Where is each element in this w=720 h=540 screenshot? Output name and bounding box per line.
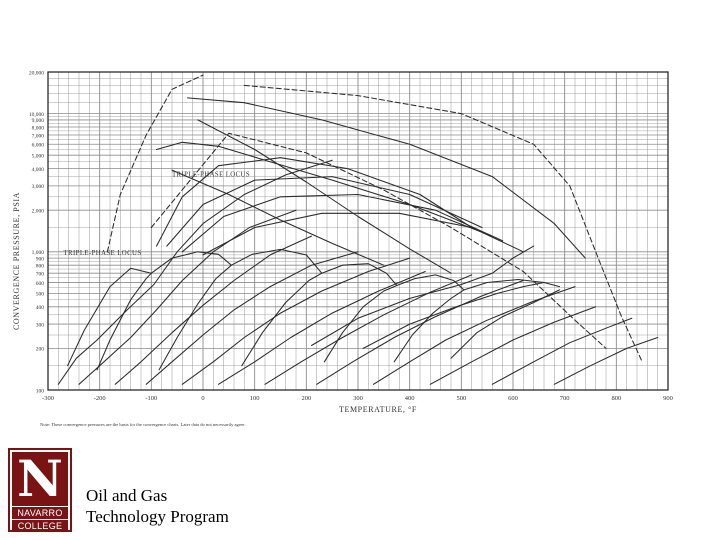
convergence-curve — [150, 132, 607, 349]
x-tick-label: 700 — [560, 395, 570, 402]
convergence-curve — [230, 248, 323, 274]
x-tick-label: 100 — [250, 395, 260, 402]
x-tick-label: 500 — [456, 395, 466, 402]
y-tick-label: 7,000 — [32, 133, 45, 139]
curve-layer — [57, 74, 659, 385]
convergence-curve — [197, 119, 452, 274]
chart-svg: -300 -200 -100 0 100 200 300 400 500 600 700 800 900… — [12, 70, 673, 427]
convergence-curve — [106, 74, 204, 253]
convergence-curve — [396, 274, 465, 291]
convergence-curve — [181, 193, 504, 253]
convergence-curve — [310, 245, 535, 347]
convergence-curve — [362, 281, 545, 349]
convergence-curve — [491, 317, 633, 385]
program-title: Oil and Gas Technology Program — [86, 485, 229, 527]
y-tick-label: 100 — [36, 388, 45, 394]
chart-note: Note: These convergence pressures are th… — [40, 422, 246, 427]
annotation-label: TRIPLE-PHASE LOCUS — [172, 172, 250, 179]
x-tick-label: -100 — [145, 395, 157, 402]
y-tick-label: 10,000 — [29, 112, 44, 118]
convergence-curve — [155, 157, 473, 247]
y-tick-label: 8,000 — [32, 125, 45, 131]
x-tick-label: 600 — [508, 395, 518, 402]
x-tick-label: 900 — [663, 395, 673, 402]
plot-frame — [47, 71, 669, 391]
convergence-curve — [429, 306, 597, 385]
y-tick-label: 400 — [36, 305, 45, 311]
convergence-curve — [114, 235, 313, 385]
convergence-curve — [96, 272, 152, 371]
convergence-curve — [166, 176, 483, 247]
logo-word-navarro: NAVARRO — [12, 507, 68, 519]
y-tick-label: 1,000 — [32, 250, 45, 256]
y-tick-label: 500 — [36, 292, 45, 298]
convergence-curve — [171, 169, 385, 266]
convergence-curve — [264, 274, 473, 385]
y-tick-label: 900 — [36, 256, 45, 262]
convergence-curve — [181, 257, 411, 385]
convergence-curve — [372, 286, 576, 385]
convergence-curve — [321, 263, 398, 287]
x-tick-label: 800 — [611, 395, 621, 402]
program-title-line-2: Technology Program — [86, 507, 229, 526]
convergence-curve — [316, 279, 524, 385]
y-tick-label: 2,000 — [32, 208, 45, 214]
convergence-curve — [155, 141, 493, 237]
navarro-college-logo: N NAVARRO COLLEGE — [8, 448, 72, 532]
y-tick-label: 5,000 — [32, 154, 45, 160]
convergence-curve — [150, 251, 232, 274]
x-tick-label: 200 — [301, 395, 311, 402]
convergence-curve — [553, 336, 659, 385]
y-tick-label: 4,000 — [32, 167, 45, 173]
axes: -300 -200 -100 0 100 200 300 400 500 600 700 800 900… — [12, 70, 673, 414]
x-tick-label: 400 — [405, 395, 415, 402]
convergence-curve — [243, 84, 643, 363]
x-tick-label: 300 — [353, 395, 363, 402]
convergence-pressure-chart: -300 -200 -100 0 100 200 300 400 500 600 700 800 900… — [0, 60, 720, 440]
y-axis-label: CONVERGENCE PRESSURE, PSIA — [12, 192, 21, 330]
y-tick-label: 700 — [36, 272, 45, 278]
y-tick-label: 800 — [36, 263, 45, 269]
y-tick-label: 600 — [36, 281, 45, 287]
footer: N NAVARRO COLLEGE Oil and Gas Technology… — [0, 445, 720, 540]
y-tick-label: 200 — [36, 347, 45, 353]
y-tick-label: 3,000 — [32, 184, 45, 190]
y-tick-label: 20,000 — [29, 70, 44, 76]
convergence-curve — [67, 267, 152, 367]
logo-letter: N — [12, 452, 68, 506]
x-tick-label: -200 — [94, 395, 106, 402]
x-tick-label: 0 — [201, 395, 204, 402]
annotation-label: TRIPLE-PHASE LOCUS — [64, 250, 142, 257]
x-axis-label: TEMPERATURE, °F — [339, 405, 417, 414]
x-tick-label: -300 — [42, 395, 54, 402]
convergence-curve — [57, 159, 333, 385]
convergence-curve — [463, 278, 561, 291]
convergence-curve — [323, 284, 398, 363]
convergence-curve — [186, 97, 586, 259]
convergence-curve — [241, 272, 323, 367]
convergence-curve — [145, 251, 359, 385]
convergence-curve — [393, 289, 465, 363]
y-tick-label: 6,000 — [32, 143, 45, 149]
convergence-curve — [217, 270, 426, 385]
logo-word-college: COLLEGE — [12, 520, 68, 532]
convergence-curve — [158, 264, 232, 371]
convergence-curve — [78, 209, 297, 385]
program-title-line-1: Oil and Gas — [86, 486, 168, 505]
y-tick-label: 300 — [36, 322, 45, 328]
grid-lines — [47, 71, 669, 391]
annotations: TRIPLE-PHASE LOCUS TRIPLE-PHASE LOCUS Note… — [40, 172, 250, 427]
y-tick-label: 9,000 — [32, 118, 45, 124]
